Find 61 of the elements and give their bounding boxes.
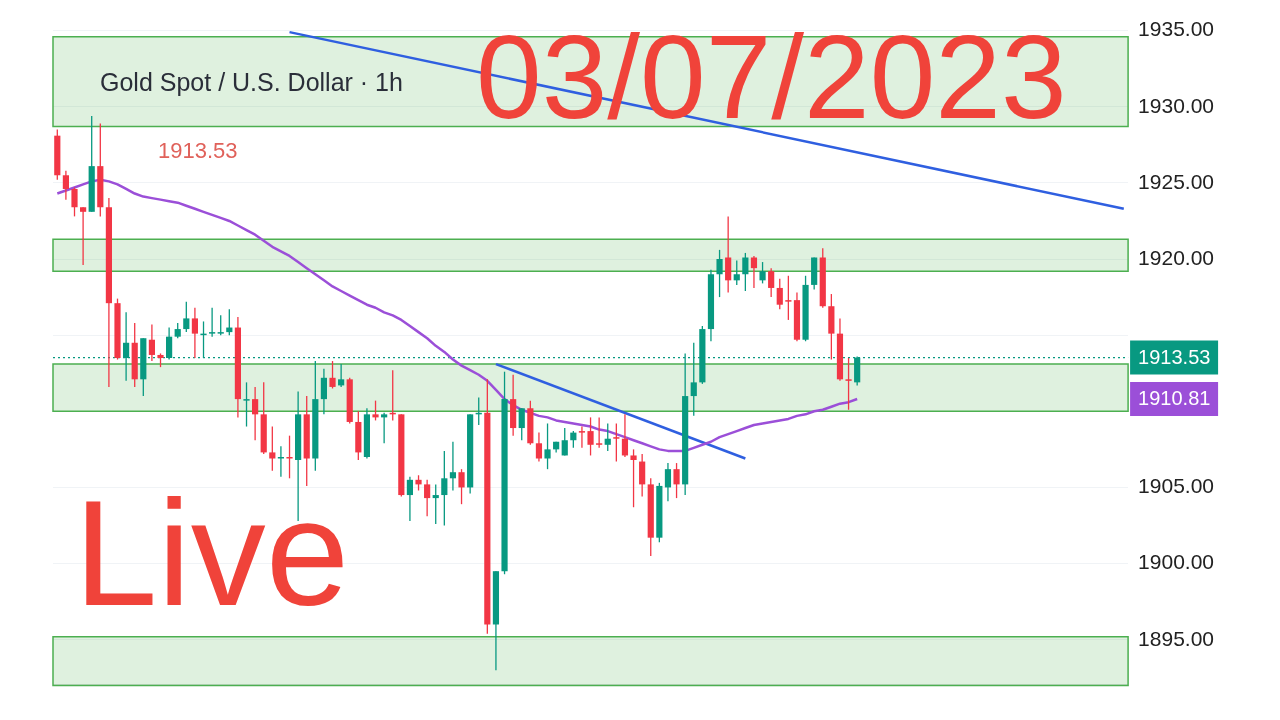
candlestick: [441, 450, 448, 527]
candlestick: [733, 259, 740, 286]
candlestick: [286, 435, 293, 479]
candlestick: [183, 301, 190, 333]
candlestick: [613, 422, 620, 463]
candlestick: [639, 453, 646, 498]
candlestick: [338, 363, 345, 388]
candlestick: [80, 206, 87, 266]
candlestick: [372, 399, 379, 422]
candlestick: [725, 215, 732, 294]
candlestick: [381, 412, 388, 444]
candlestick: [630, 448, 637, 508]
text: Gold Spot / U.S. Dollar · 1h: [100, 68, 403, 97]
y-tick-label: 1920.00: [1138, 245, 1215, 269]
candlestick: [776, 278, 783, 310]
candlestick: [535, 431, 543, 463]
y-tick-label: 1925.00: [1138, 169, 1215, 193]
candlestick: [432, 483, 439, 525]
candlestick: [578, 425, 586, 449]
y-tick-label: 1900.00: [1138, 550, 1215, 574]
candlestick: [71, 186, 78, 218]
candlestick: [406, 476, 414, 522]
candlestick: [768, 267, 775, 298]
candlestick: [329, 360, 336, 390]
annotation: 1913.53: [158, 138, 238, 163]
ref-line-label: 1913.53: [1138, 346, 1211, 369]
candlestick: [785, 275, 792, 321]
y-tick-label: 1930.00: [1138, 93, 1215, 117]
candlestick: [269, 425, 276, 472]
candlestick: [587, 416, 594, 457]
candlestick: [277, 445, 285, 478]
candlestick: [148, 323, 156, 362]
candlestick: [458, 468, 465, 505]
candlestick: [252, 386, 259, 441]
candlestick: [449, 441, 457, 492]
y-tick-label: 1935.00: [1138, 17, 1215, 41]
candlestick: [320, 368, 328, 415]
candlestick: [217, 314, 224, 336]
candlestick: [845, 357, 852, 411]
candlestick: [664, 462, 672, 502]
candlestick: [544, 422, 551, 470]
candlestick: [742, 252, 749, 292]
candlestick: [759, 261, 766, 285]
candlestick: [604, 422, 611, 452]
candlestick: [424, 479, 431, 518]
candlestick: [673, 462, 680, 499]
candlestick: [243, 381, 250, 428]
annotation: Live: [74, 469, 350, 637]
candlestick: [209, 307, 216, 338]
candlestick: [561, 427, 568, 457]
y-tick-label: 1905.00: [1138, 474, 1215, 498]
candlestick: [596, 416, 603, 449]
candlestick: [191, 307, 199, 359]
annotation: 03/07/2023: [476, 11, 1067, 143]
candlestick: [750, 255, 758, 289]
candlestick: [621, 413, 629, 458]
text: 1910.81: [1138, 387, 1211, 410]
y-tick-label: 1895.00: [1138, 626, 1215, 650]
candlestick: [62, 170, 69, 201]
candlestick: [716, 249, 723, 298]
candlestick: [518, 407, 525, 441]
